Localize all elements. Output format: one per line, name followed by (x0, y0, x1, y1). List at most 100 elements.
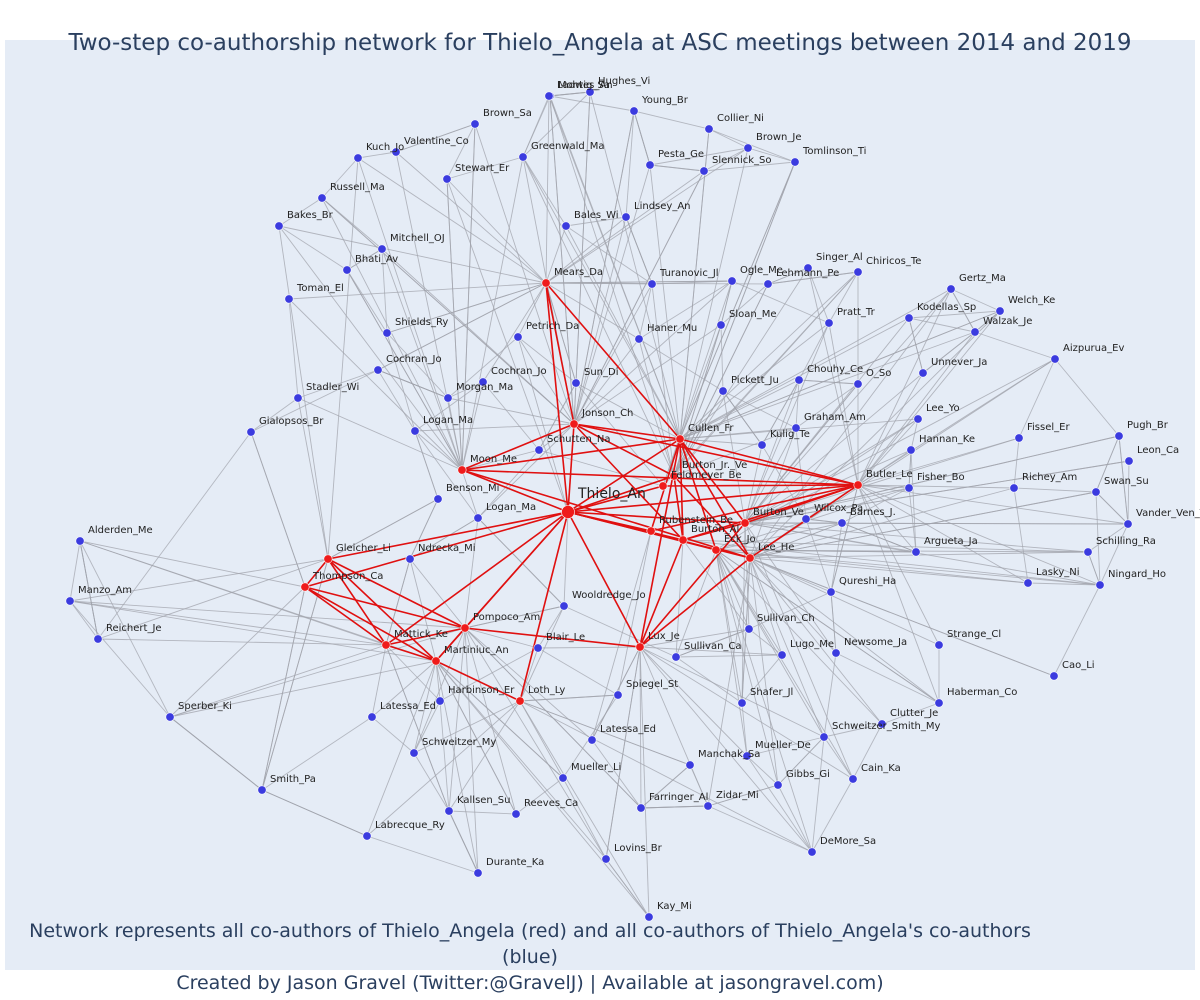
second-step-node-cochran-jo[interactable] (478, 377, 488, 387)
second-step-node-haberman-co[interactable] (934, 698, 944, 708)
second-step-node-spiegel-st[interactable] (613, 690, 623, 700)
second-step-node-manchak-sa[interactable] (685, 760, 695, 770)
second-step-node-schweitzer-smith-my[interactable] (819, 732, 829, 742)
second-step-node-newsome-ja[interactable] (831, 648, 841, 658)
second-step-node-singer-al[interactable] (803, 263, 813, 273)
second-step-node-leon-ca[interactable] (1124, 456, 1134, 466)
second-step-node-walzak-je[interactable] (970, 327, 980, 337)
second-step-node-ogle-me[interactable] (727, 276, 737, 286)
second-step-node-fisher-bo[interactable] (904, 483, 914, 493)
second-step-node-schweitzer-my[interactable] (409, 748, 419, 758)
co-author-node-martiniuc-an[interactable] (431, 656, 441, 666)
second-step-node-sperber-ki[interactable] (165, 712, 175, 722)
second-step-node-sullivan-ch[interactable] (744, 624, 754, 634)
co-author-node-gleicher-li[interactable] (323, 554, 333, 564)
second-step-node-mueller-li[interactable] (558, 773, 568, 783)
co-author-node-rubenstein-be[interactable] (646, 526, 656, 536)
second-step-node-haner-mu[interactable] (634, 334, 644, 344)
co-author-node-moon-me[interactable] (457, 465, 467, 475)
second-step-node-young-br[interactable] (629, 106, 639, 116)
second-step-node-gertz-ma[interactable] (946, 284, 956, 294)
second-step-node-unnever-ja[interactable] (918, 368, 928, 378)
second-step-node-lee-yo[interactable] (913, 414, 923, 424)
second-step-node-ningard-ho[interactable] (1095, 580, 1105, 590)
second-step-node-pugh-br[interactable] (1114, 431, 1124, 441)
second-step-node-blair-le[interactable] (533, 643, 543, 653)
co-author-node-butler-le[interactable] (853, 480, 863, 490)
second-step-node-slennick-so[interactable] (699, 166, 709, 176)
second-step-node-lehmann-pe[interactable] (763, 279, 773, 289)
second-step-node-labrecque-ry[interactable] (362, 831, 372, 841)
second-step-node-wooldredge-jo[interactable] (559, 601, 569, 611)
second-step-node-shafer-jl[interactable] (737, 698, 747, 708)
second-step-node-logan-ma[interactable] (410, 426, 420, 436)
second-step-node-collier-ni[interactable] (704, 124, 714, 134)
second-step-node-schutten-na[interactable] (534, 445, 544, 455)
co-author-node-loth-ly[interactable] (515, 696, 525, 706)
second-step-node-schilling-ra[interactable] (1083, 547, 1093, 557)
second-step-node-shields-ry[interactable] (382, 328, 392, 338)
second-step-node-pratt-tr[interactable] (824, 318, 834, 328)
second-step-node-sullivan-ca[interactable] (671, 652, 681, 662)
second-step-node-cochran-jo[interactable] (373, 365, 383, 375)
second-step-node-stewart-er[interactable] (442, 174, 452, 184)
second-step-node-lindsey-an[interactable] (621, 212, 631, 222)
second-step-node-cao-li[interactable] (1049, 671, 1059, 681)
second-step-node-latessa-ed[interactable] (367, 712, 377, 722)
second-step-node-sloan-me[interactable] (716, 320, 726, 330)
second-step-node-o-so[interactable] (853, 379, 863, 389)
second-step-node-kay-mi[interactable] (644, 912, 654, 922)
second-step-node-smith-pa[interactable] (257, 785, 267, 795)
second-step-node-turanovic-jl[interactable] (647, 279, 657, 289)
second-step-node-mueller-de[interactable] (742, 751, 752, 761)
second-step-node-cain-ka[interactable] (848, 774, 858, 784)
second-step-node-bales-wi[interactable] (561, 221, 571, 231)
second-step-node-vander-ven-t[interactable] (1123, 519, 1133, 529)
second-step-node-ndrecka-mi[interactable] (405, 554, 415, 564)
second-step-node-bhati-av[interactable] (342, 265, 352, 275)
second-step-node-graham-am[interactable] (791, 423, 801, 433)
second-step-node-kulig-te[interactable] (757, 440, 767, 450)
second-step-node-greenwald-ma[interactable] (518, 152, 528, 162)
second-step-node-gibbs-gi[interactable] (773, 780, 783, 790)
second-step-node-toman-el[interactable] (284, 294, 294, 304)
second-step-node-chouhy-ce[interactable] (794, 375, 804, 385)
co-author-node-thompson-ca[interactable] (300, 582, 310, 592)
second-step-node-mitchell-oj[interactable] (377, 244, 387, 254)
co-author-node-mears-da[interactable] (541, 278, 551, 288)
second-step-node-valentine-co[interactable] (391, 147, 401, 157)
second-step-node-fissel-er[interactable] (1014, 433, 1024, 443)
second-step-node-aizpurua-ev[interactable] (1050, 354, 1060, 364)
co-author-node-cullen-fr[interactable] (675, 434, 685, 444)
co-author-node-jonson-ch[interactable] (569, 419, 579, 429)
second-step-node-benson-mi[interactable] (433, 494, 443, 504)
second-step-node-swan-su[interactable] (1091, 487, 1101, 497)
second-step-node-zidar-mi[interactable] (703, 801, 713, 811)
second-step-node-petrich-da[interactable] (513, 332, 523, 342)
second-step-node-qureshi-ha[interactable] (826, 587, 836, 597)
second-step-node-durante-ka[interactable] (473, 868, 483, 878)
co-author-node-pompoco-am[interactable] (460, 623, 470, 633)
second-step-node-hughes-vi[interactable] (585, 87, 595, 97)
second-step-node-alderden-me[interactable] (75, 536, 85, 546)
second-step-node-harbinson-er[interactable] (435, 696, 445, 706)
second-step-node-sun-di[interactable] (571, 378, 581, 388)
second-step-node-tomlinson-ti[interactable] (790, 157, 800, 167)
second-step-node-welch-ke[interactable] (995, 306, 1005, 316)
co-author-node-burton-jr-ve[interactable] (669, 471, 679, 481)
second-step-node-demore-sa[interactable] (807, 847, 817, 857)
second-step-node-brown-je[interactable] (743, 143, 753, 153)
co-author-node-burton-ve[interactable] (740, 518, 750, 528)
second-step-node-kuch-jo[interactable] (353, 153, 363, 163)
second-step-node-wilcox-pa[interactable] (801, 514, 811, 524)
co-author-node-lee-he[interactable] (745, 553, 755, 563)
second-step-node-strange-cl[interactable] (934, 640, 944, 650)
second-step-node-stadler-wi[interactable] (293, 393, 303, 403)
second-step-node-kodellas-sp[interactable] (904, 313, 914, 323)
second-step-node-pesta-ge[interactable] (645, 160, 655, 170)
second-step-node-lugo-me[interactable] (777, 650, 787, 660)
second-step-node-latessa-ed[interactable] (587, 735, 597, 745)
second-step-node-ladwig-sa[interactable] (544, 91, 554, 101)
second-step-node-morgan-ma[interactable] (443, 393, 453, 403)
second-step-node-hannan-ke[interactable] (906, 445, 916, 455)
